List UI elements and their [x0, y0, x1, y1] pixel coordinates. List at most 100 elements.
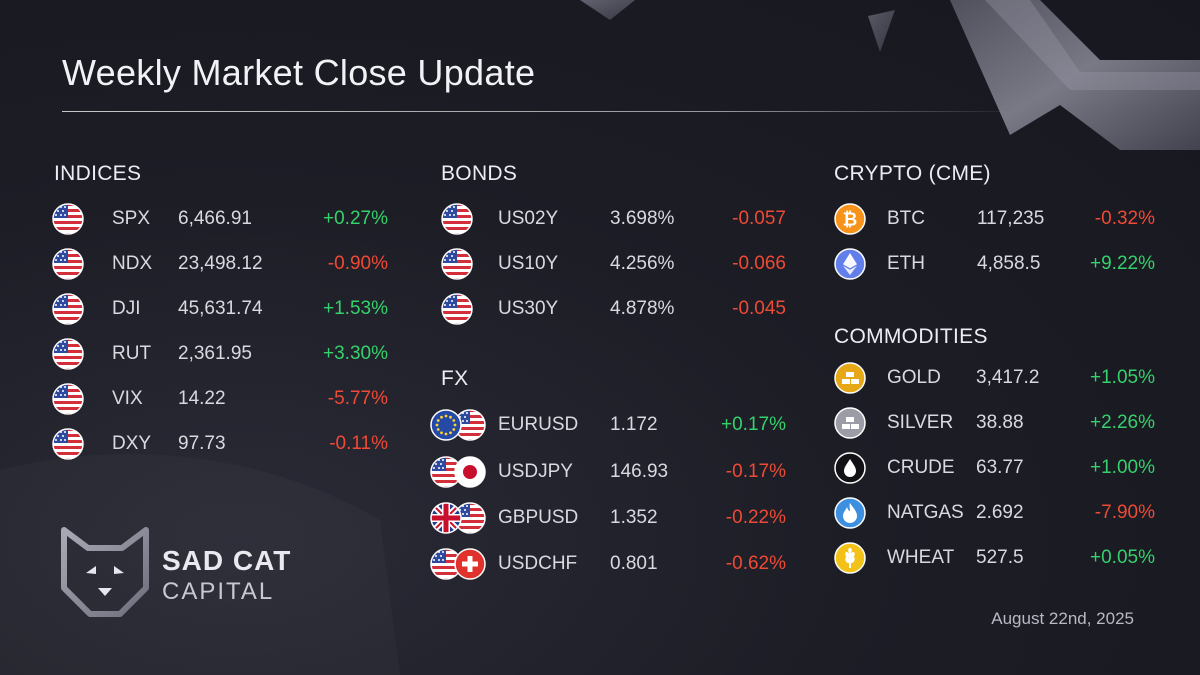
- row-symbol: NATGAS: [887, 502, 964, 523]
- row-value: 527.5: [976, 547, 1024, 568]
- row-value: 0.801: [610, 553, 658, 574]
- fx-heading: FX: [441, 367, 469, 390]
- title-divider: [62, 111, 1002, 112]
- us-flag-icon: [441, 293, 473, 325]
- row-symbol: US02Y: [498, 208, 559, 229]
- row-change: -0.90%: [327, 253, 388, 274]
- row-value: 97.73: [178, 433, 226, 454]
- us-flag-icon: [52, 383, 84, 415]
- page-title: Weekly Market Close Update: [62, 52, 536, 93]
- row-symbol: EURUSD: [498, 414, 579, 435]
- row-change: -0.62%: [725, 553, 786, 574]
- row-symbol: SPX: [112, 208, 151, 229]
- row-change: +0.27%: [323, 208, 388, 229]
- indices-row: DJI 45,631.74 +1.53%: [52, 293, 388, 329]
- row-change: +1.53%: [323, 298, 388, 319]
- brand-name-line1: SAD CAT: [162, 545, 292, 576]
- row-value: 23,498.12: [178, 253, 263, 274]
- commodities-row: CRUDE 63.77 +1.00%: [834, 452, 1155, 488]
- row-change: -0.32%: [1094, 208, 1155, 229]
- row-change: +3.30%: [323, 343, 388, 364]
- crypto-heading: CRYPTO (CME): [834, 162, 991, 185]
- row-value: 2.692: [976, 502, 1024, 523]
- us-flag-icon: [52, 248, 84, 280]
- us-jp-flags-icon: [430, 456, 486, 488]
- row-symbol: GBPUSD: [498, 507, 579, 528]
- row-symbol: VIX: [112, 388, 143, 409]
- gold-bars-icon: [834, 362, 866, 394]
- row-change: -5.77%: [327, 388, 388, 409]
- row-symbol: WHEAT: [887, 547, 955, 568]
- row-change: -0.17%: [725, 461, 786, 482]
- row-change: +9.22%: [1090, 253, 1155, 274]
- row-value: 4,858.5: [977, 253, 1041, 274]
- us-flag-icon: [52, 203, 84, 235]
- row-value: 45,631.74: [178, 298, 263, 319]
- row-symbol: US30Y: [498, 298, 559, 319]
- eu-us-flags-icon: [430, 409, 486, 441]
- row-symbol: US10Y: [498, 253, 559, 274]
- us-flag-icon: [441, 203, 473, 235]
- row-value: 2,361.95: [178, 343, 252, 364]
- row-value: 1.172: [610, 414, 658, 435]
- row-value: 117,235: [977, 208, 1045, 229]
- bonds-row: US10Y 4.256% -0.066: [441, 248, 786, 284]
- row-symbol: GOLD: [887, 367, 941, 388]
- row-symbol: DJI: [112, 298, 141, 319]
- commodities-heading: COMMODITIES: [834, 325, 988, 348]
- ethereum-icon: [834, 248, 866, 280]
- commodities-row: WHEAT 527.5 +0.05%: [834, 542, 1155, 578]
- fx-row: USDCHF 0.801 -0.62%: [430, 548, 786, 584]
- row-symbol: NDX: [112, 253, 153, 274]
- oil-drop-icon: [834, 452, 866, 484]
- report-date: August 22nd, 2025: [991, 609, 1134, 628]
- row-value: 1.352: [610, 507, 658, 528]
- wheat-icon: [834, 542, 866, 574]
- row-symbol: ETH: [887, 253, 925, 274]
- indices-heading: INDICES: [54, 162, 142, 185]
- row-value: 38.88: [976, 412, 1024, 433]
- brand-name-line2: CAPITAL: [162, 578, 275, 605]
- fx-row: EURUSD 1.172 +0.17%: [430, 409, 786, 445]
- svg-text:₿: ₿: [843, 210, 858, 231]
- row-value: 3.698%: [610, 208, 675, 229]
- row-change: -0.11%: [329, 433, 388, 454]
- indices-row: VIX 14.22 -5.77%: [52, 383, 388, 419]
- row-symbol: SILVER: [887, 412, 954, 433]
- row-change: +1.00%: [1090, 457, 1155, 478]
- row-symbol: USDCHF: [498, 553, 578, 574]
- row-change: -0.045: [732, 298, 786, 319]
- row-change: -0.22%: [725, 507, 786, 528]
- row-value: 6,466.91: [178, 208, 252, 229]
- us-flag-icon: [52, 338, 84, 370]
- fx-row: GBPUSD 1.352 -0.22%: [430, 502, 786, 538]
- row-change: +1.05%: [1090, 367, 1155, 388]
- row-symbol: DXY: [112, 433, 152, 454]
- row-value: 14.22: [178, 388, 226, 409]
- row-change: -7.90%: [1094, 502, 1155, 523]
- row-change: +2.26%: [1090, 412, 1155, 433]
- row-value: 63.77: [976, 457, 1024, 478]
- bonds-row: US02Y 3.698% -0.057: [441, 203, 786, 239]
- row-symbol: RUT: [112, 343, 152, 364]
- indices-row: DXY 97.73 -0.11%: [52, 428, 388, 464]
- crypto-row: ₿ BTC 117,235 -0.32%: [834, 203, 1155, 239]
- indices-row: NDX 23,498.12 -0.90%: [52, 248, 388, 284]
- commodities-row: GOLD 3,417.2 +1.05%: [834, 362, 1155, 398]
- row-change: +0.05%: [1090, 547, 1155, 568]
- fx-row: USDJPY 146.93 -0.17%: [430, 456, 786, 492]
- bonds-row: US30Y 4.878% -0.045: [441, 293, 786, 329]
- row-value: 4.256%: [610, 253, 675, 274]
- us-flag-icon: [52, 428, 84, 460]
- row-value: 4.878%: [610, 298, 675, 319]
- indices-row: RUT 2,361.95 +3.30%: [52, 338, 388, 374]
- row-symbol: CRUDE: [887, 457, 955, 478]
- crypto-row: ETH 4,858.5 +9.22%: [834, 248, 1155, 284]
- uk-us-flags-icon: [430, 502, 486, 534]
- row-change: -0.057: [732, 208, 786, 229]
- cat-logo-icon: [61, 527, 149, 617]
- us-flag-icon: [52, 293, 84, 325]
- row-value: 146.93: [610, 461, 669, 482]
- row-change: -0.066: [732, 253, 786, 274]
- bonds-heading: BONDS: [441, 162, 518, 185]
